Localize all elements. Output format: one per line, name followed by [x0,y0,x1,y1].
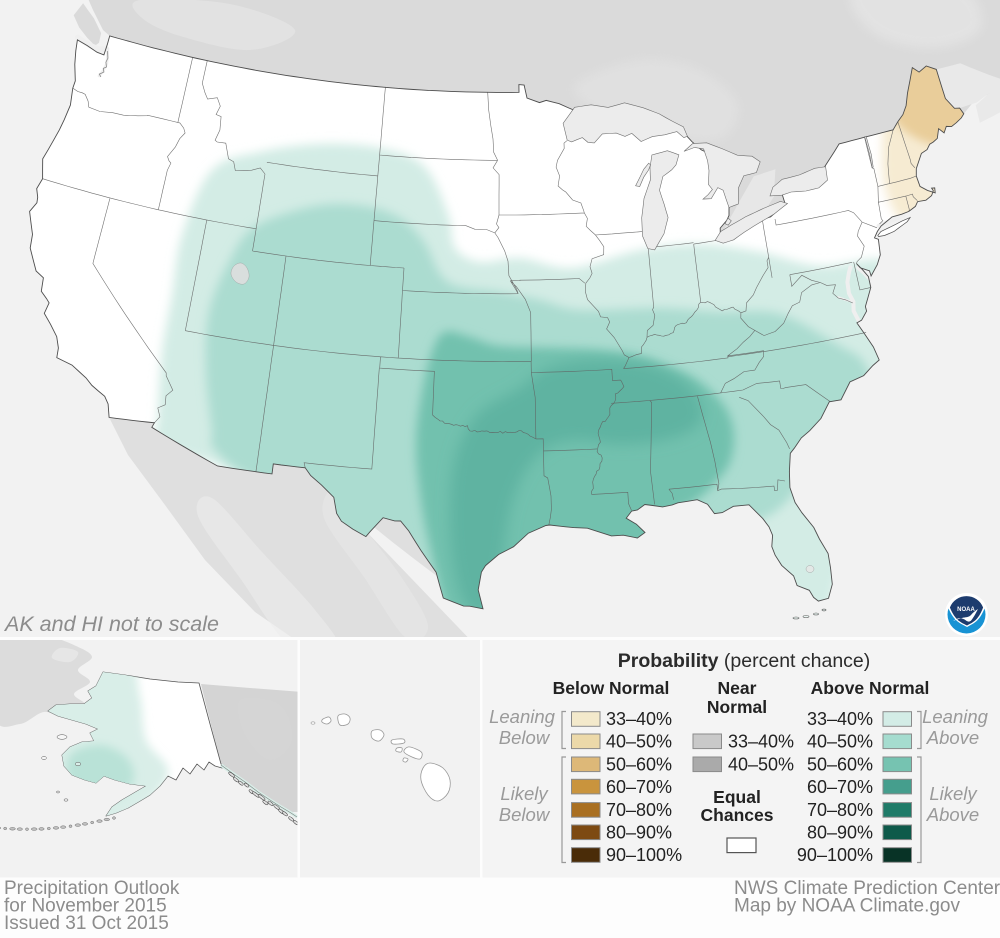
svg-text:Below Normal: Below Normal [553,678,670,698]
svg-text:60–70%: 60–70% [606,777,672,797]
svg-text:Near: Near [718,678,757,698]
svg-text:80–90%: 80–90% [807,823,873,843]
svg-text:Precipitation Outlook: Precipitation Outlook [4,878,180,899]
svg-text:Normal: Normal [707,697,767,717]
svg-text:Equal: Equal [713,787,761,807]
svg-text:33–40%: 33–40% [807,709,873,729]
svg-text:50–60%: 50–60% [606,755,672,775]
svg-text:Above: Above [926,804,979,825]
svg-text:Likely: Likely [929,783,978,804]
svg-text:NWS Climate Prediction Center: NWS Climate Prediction Center [734,878,1000,899]
svg-text:Above Normal: Above Normal [811,678,930,698]
svg-text:80–90%: 80–90% [606,823,672,843]
svg-text:Below: Below [499,804,551,825]
svg-text:Probability (percent chance): Probability (percent chance) [618,650,871,672]
svg-text:50–60%: 50–60% [807,755,873,775]
svg-text:Map by NOAA Climate.gov: Map by NOAA Climate.gov [734,896,960,917]
svg-text:Likely: Likely [500,783,549,804]
svg-text:40–50%: 40–50% [606,732,672,752]
svg-text:Leaning: Leaning [489,706,556,727]
svg-text:90–100%: 90–100% [606,845,682,865]
svg-text:Above: Above [926,727,979,748]
svg-text:Leaning: Leaning [922,706,989,727]
svg-text:33–40%: 33–40% [606,709,672,729]
svg-text:for November 2015: for November 2015 [4,896,167,917]
svg-text:33–40%: 33–40% [728,732,794,752]
svg-text:NOAA: NOAA [957,607,975,613]
svg-text:40–50%: 40–50% [728,755,794,775]
svg-text:AK and HI not to scale: AK and HI not to scale [3,612,219,636]
svg-text:Issued 31 Oct 2015: Issued 31 Oct 2015 [4,913,169,934]
svg-text:Chances: Chances [701,805,774,825]
svg-text:90–100%: 90–100% [797,845,873,865]
svg-text:70–80%: 70–80% [606,800,672,820]
svg-text:40–50%: 40–50% [807,732,873,752]
svg-text:70–80%: 70–80% [807,800,873,820]
svg-text:60–70%: 60–70% [807,777,873,797]
svg-text:Below: Below [499,727,551,748]
